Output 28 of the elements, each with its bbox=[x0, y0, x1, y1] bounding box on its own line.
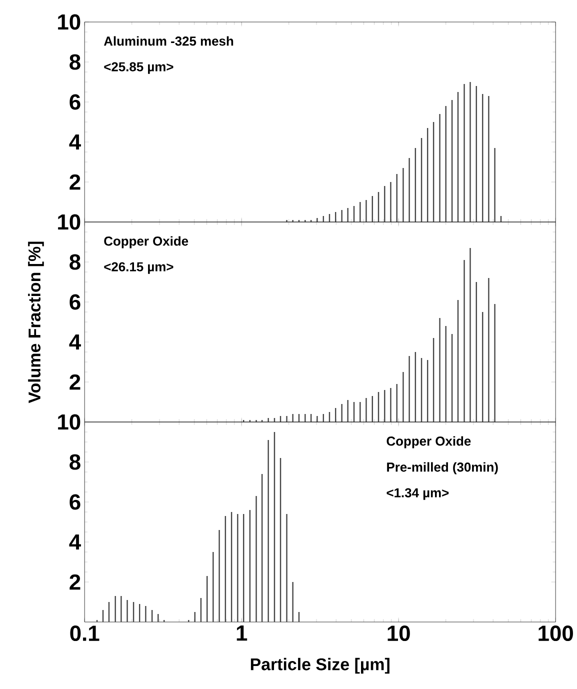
x-tick-label: 100 bbox=[538, 626, 573, 642]
y-tick-label: 4 bbox=[69, 134, 81, 150]
y-tick-label: 10 bbox=[58, 414, 80, 430]
annotation: Aluminum -325 mesh bbox=[104, 36, 233, 46]
x-tick-label: 10 bbox=[388, 626, 410, 642]
annotation: Copper Oxide bbox=[386, 436, 471, 448]
annotation: <26.15 µm> bbox=[104, 262, 174, 274]
y-axis-title: Volume Fraction [%] bbox=[28, 242, 44, 404]
annotation: Copper Oxide bbox=[104, 236, 188, 248]
y-tick-label: 2 bbox=[70, 574, 80, 590]
annotation: <1.34 µm> bbox=[386, 488, 449, 500]
y-tick-label: 10 bbox=[58, 214, 80, 230]
y-tick-label: 6 bbox=[70, 494, 80, 510]
y-tick-label: 8 bbox=[69, 254, 80, 270]
y-tick-label: 2 bbox=[70, 174, 80, 190]
y-tick-label: 6 bbox=[70, 94, 80, 110]
x-axis-title: Particle Size [µm] bbox=[250, 658, 390, 674]
y-tick-label: 4 bbox=[69, 334, 81, 350]
y-tick-label: 8 bbox=[69, 54, 80, 70]
x-tick-label: 0.1 bbox=[70, 626, 100, 642]
annotation: <25.85 µm> bbox=[104, 62, 174, 74]
x-tick-label: 1 bbox=[236, 626, 247, 641]
y-tick-label: 4 bbox=[69, 534, 81, 550]
y-tick-label: 8 bbox=[69, 454, 80, 470]
y-tick-label: 6 bbox=[70, 294, 80, 310]
y-tick-label: 10 bbox=[58, 14, 80, 30]
annotation: Pre-milled (30min) bbox=[387, 462, 498, 474]
y-tick-label: 2 bbox=[70, 374, 80, 390]
